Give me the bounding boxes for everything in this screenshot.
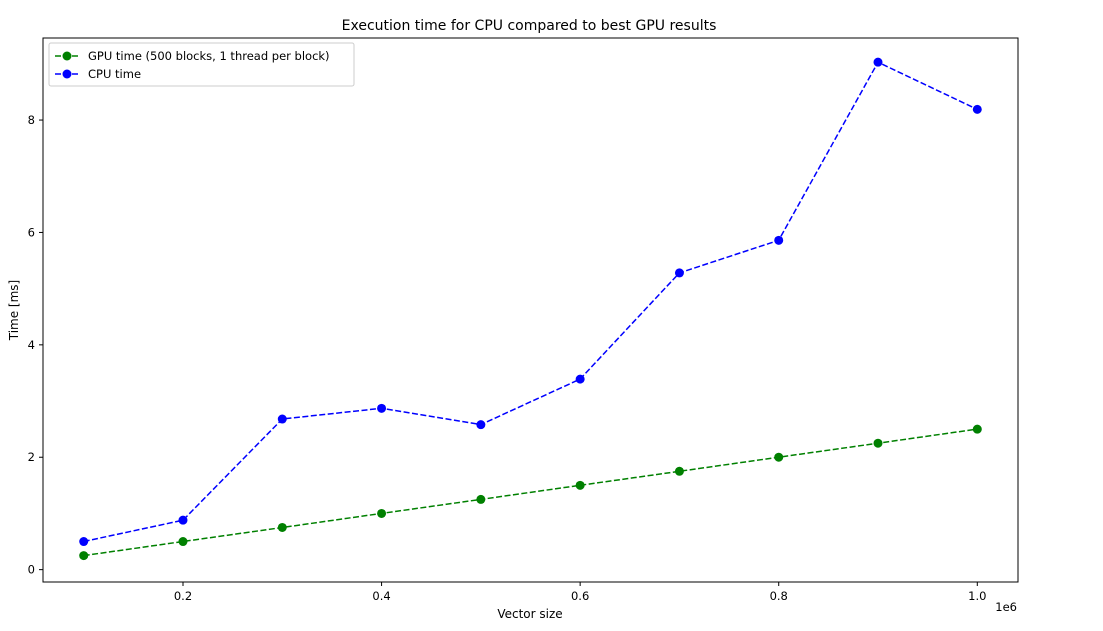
- gpu-data-point: [873, 438, 883, 448]
- x-axis-label: Vector size: [497, 607, 562, 621]
- x-tick-label: 0.4: [372, 589, 390, 603]
- chart-title: Execution time for CPU compared to best …: [342, 18, 717, 34]
- x-tick-label: 1.0: [968, 589, 986, 603]
- y-axis-label: Time [ms]: [7, 280, 21, 342]
- cpu-data-point: [674, 268, 684, 278]
- cpu-data-point: [575, 374, 585, 384]
- y-tick-label: 8: [28, 113, 35, 127]
- cpu-data-point: [476, 420, 486, 430]
- gpu-legend-marker: [62, 51, 72, 61]
- plot-area: [42, 37, 1019, 583]
- cpu-data-point: [774, 235, 784, 245]
- cpu-series-line: [83, 61, 978, 543]
- cpu-data-point: [972, 104, 982, 114]
- y-tick-label: 4: [28, 338, 35, 352]
- x-axis: 0.2 0.4 0.6 0.8 1.0: [174, 582, 986, 603]
- gpu-data-point: [575, 480, 585, 490]
- x-axis-offset-label: 1e6: [995, 600, 1017, 614]
- gpu-data-point: [377, 508, 387, 518]
- gpu-legend-label: GPU time (500 blocks, 1 thread per block…: [88, 49, 330, 63]
- gpu-data-point: [774, 452, 784, 462]
- gpu-data-point: [178, 537, 188, 547]
- y-tick-label: 0: [28, 563, 35, 577]
- cpu-legend-label: CPU time: [88, 67, 141, 81]
- cpu-data-point: [277, 414, 287, 424]
- legend: GPU time (500 blocks, 1 thread per block…: [48, 42, 355, 87]
- legend-box: [48, 42, 355, 87]
- cpu-legend-marker: [62, 69, 72, 79]
- x-tick-label: 0.6: [571, 589, 589, 603]
- y-tick-label: 2: [28, 450, 35, 464]
- x-tick-label: 0.8: [770, 589, 788, 603]
- gpu-data-point: [277, 522, 287, 532]
- gpu-data-point: [674, 466, 684, 476]
- y-axis: 0 2 4 6 8: [28, 113, 43, 577]
- y-tick-label: 6: [28, 225, 35, 239]
- cpu-data-point: [873, 57, 883, 67]
- gpu-data-point: [972, 424, 982, 434]
- x-tick-label: 0.2: [174, 589, 192, 603]
- cpu-data-point: [79, 537, 89, 547]
- series-layer: [79, 57, 982, 561]
- gpu-series-line: [83, 428, 978, 557]
- gpu-data-point: [79, 551, 89, 561]
- cpu-data-point: [377, 403, 387, 413]
- cpu-data-point: [178, 515, 188, 525]
- gpu-data-point: [476, 494, 486, 504]
